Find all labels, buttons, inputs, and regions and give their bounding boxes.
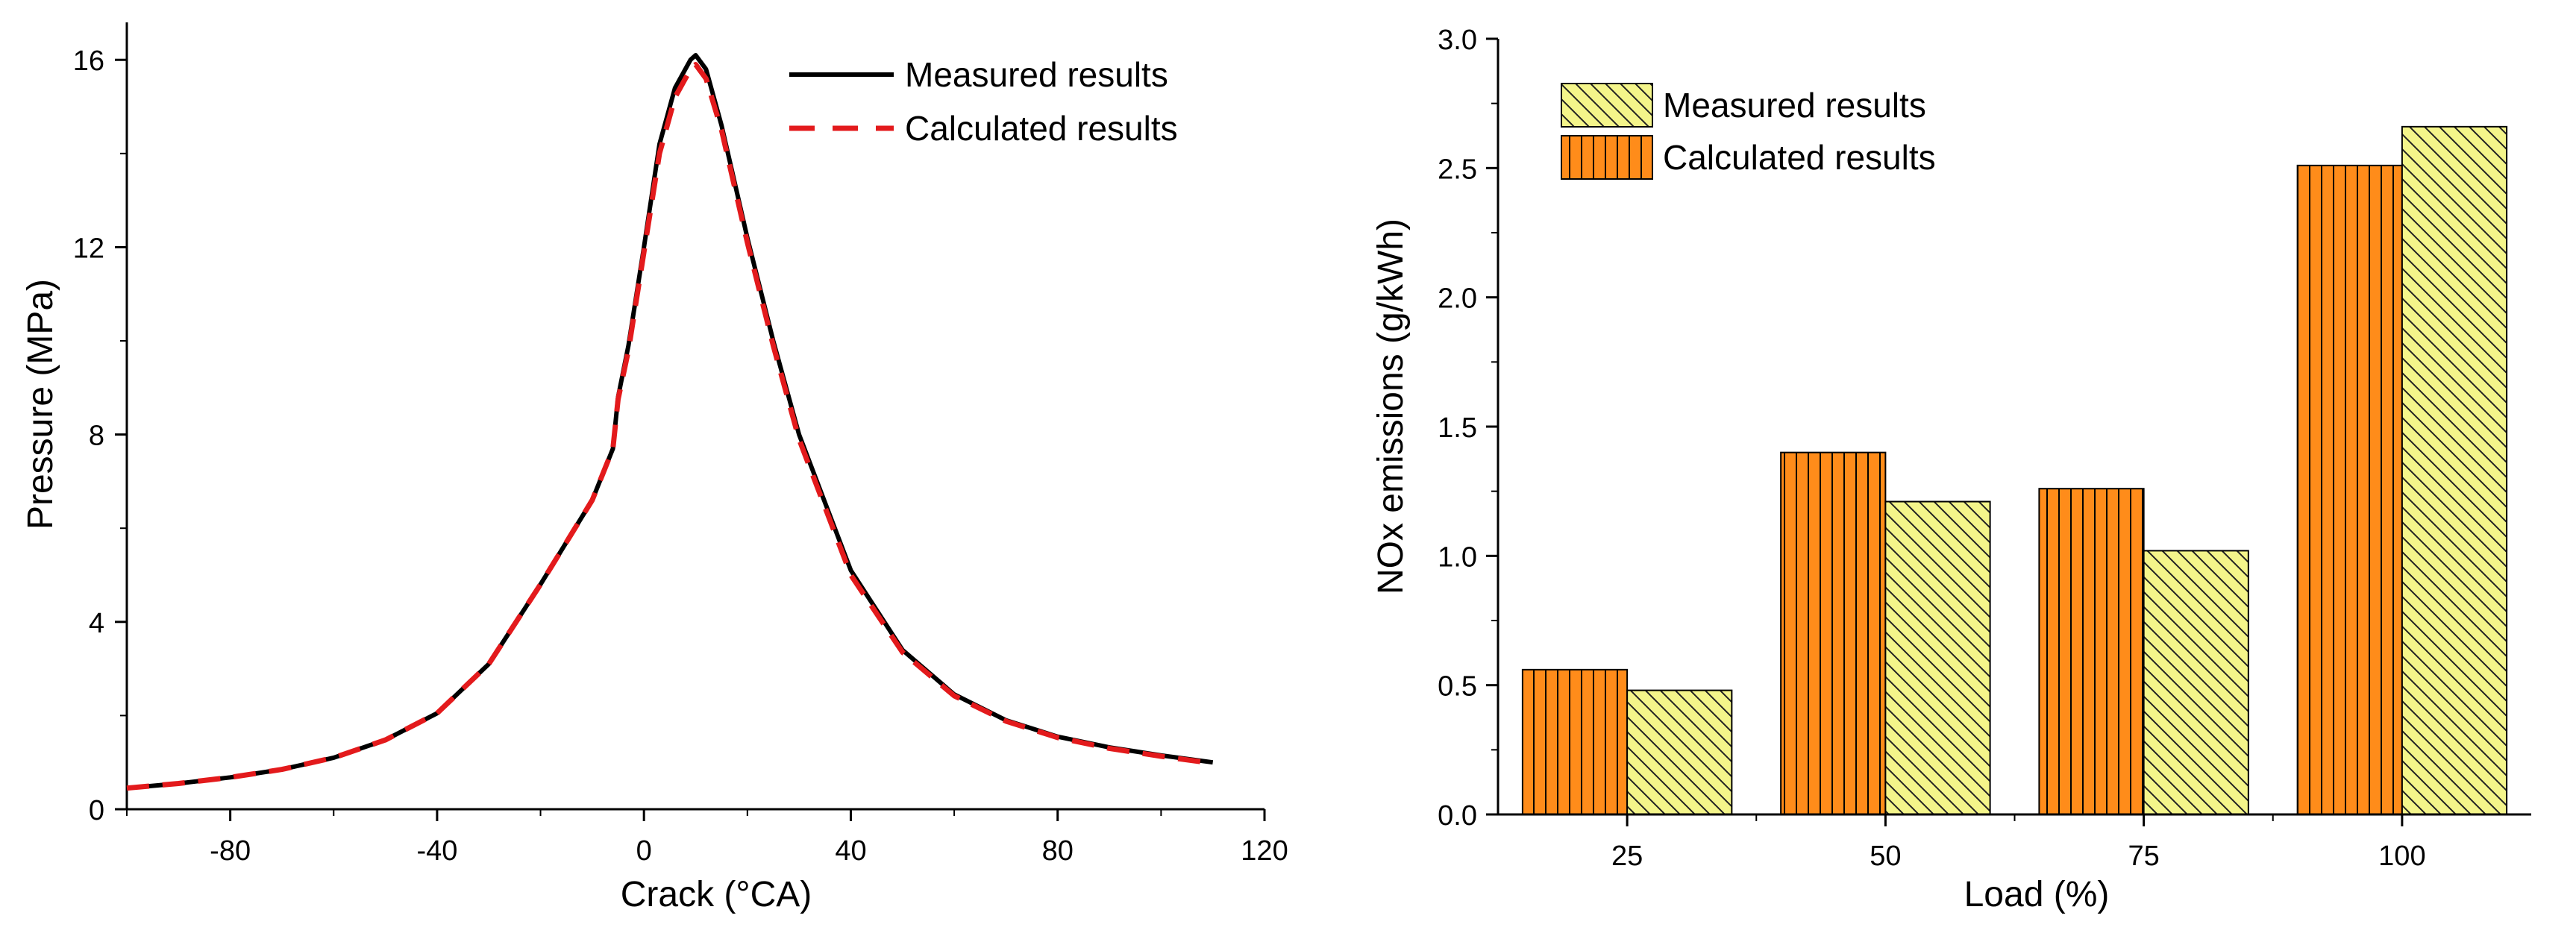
legend-label: Calculated results <box>1663 138 1936 177</box>
bar-measured <box>1626 689 1733 815</box>
y-axis-label: NOx emissions (g/kWh) <box>1371 219 1411 594</box>
bar-measured <box>2401 125 2508 816</box>
x-tick-label: 40 <box>835 835 866 867</box>
x-tick-label: 80 <box>1042 835 1074 867</box>
bar-measured <box>1884 500 1991 815</box>
y-tick-label: 1.5 <box>1438 412 1477 444</box>
y-tick-label: 0.5 <box>1438 671 1477 703</box>
pressure-chart: Crack (°CA) Pressure (MPa) -80 -40 0 40 80 12… <box>21 22 1288 914</box>
legend-label: Measured results <box>1663 86 1926 125</box>
bar-measured <box>2143 550 2249 816</box>
bar-calculated <box>2296 164 2403 816</box>
y-tick-label: 4 <box>89 608 104 639</box>
legend-swatch <box>1561 135 1653 180</box>
y-tick-label: 3.0 <box>1438 25 1477 56</box>
y-tick-label: 0.0 <box>1438 800 1477 832</box>
y-tick-label: 1.0 <box>1438 541 1477 573</box>
y-tick-label: 0 <box>89 795 104 826</box>
bar-calculated <box>2038 488 2145 815</box>
x-tick-label: 100 <box>2378 841 2425 872</box>
x-axis-label: Crack (°CA) <box>621 875 812 914</box>
legend-swatch <box>1561 83 1653 128</box>
bar-calculated <box>1780 451 1887 816</box>
x-tick-label: 50 <box>1870 841 1901 872</box>
x-tick-label: -80 <box>210 835 251 867</box>
y-axis-label: Pressure (MPa) <box>21 279 60 530</box>
x-tick-label: 0 <box>636 835 652 867</box>
x-tick-label: 75 <box>2128 841 2159 872</box>
legend-label: Calculated results <box>905 109 1178 148</box>
nox-emissions-chart: Load (%) NOx emissions (g/kWh) 25 50 75 100… <box>1371 25 2531 914</box>
series-line-calculated <box>126 62 1214 791</box>
y-tick-label: 8 <box>89 421 104 452</box>
x-tick-label: -40 <box>416 835 457 867</box>
y-tick-label: 2.5 <box>1438 154 1477 185</box>
y-tick-label: 2.0 <box>1438 283 1477 315</box>
legend-label: Measured results <box>905 55 1168 94</box>
bar-calculated <box>1521 668 1629 815</box>
y-tick-label: 16 <box>73 45 104 77</box>
y-tick-label: 12 <box>73 233 104 264</box>
series-line-measured <box>126 53 1214 791</box>
x-tick-label: 120 <box>1241 835 1288 867</box>
x-tick-label: 25 <box>1611 841 1643 872</box>
x-axis-label: Load (%) <box>1964 875 2110 914</box>
